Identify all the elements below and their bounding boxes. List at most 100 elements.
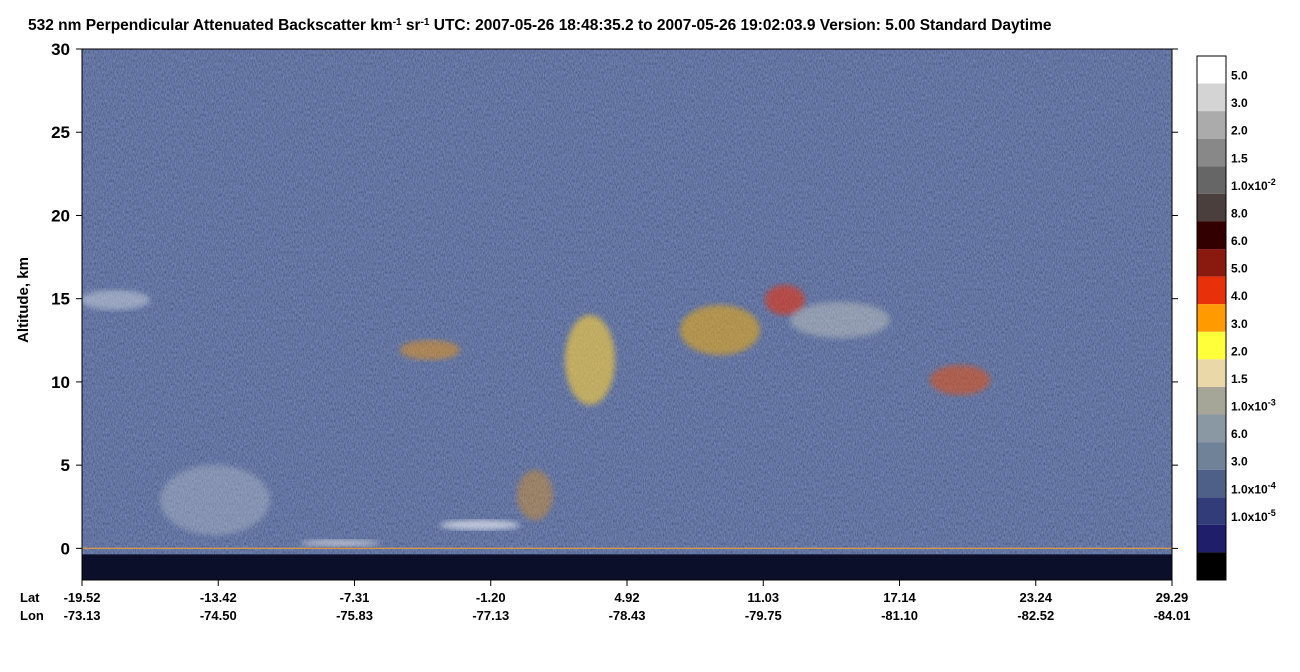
colorbar-label-text: 3.0	[1231, 455, 1248, 469]
colorbar-swatch	[1197, 276, 1226, 305]
colorbar-frame	[1196, 55, 1227, 581]
colorbar-label: 1.0x10-2	[1231, 177, 1276, 193]
colorbar-label: 2.0	[1231, 124, 1248, 138]
y-tick-label: 10	[51, 373, 70, 392]
x-tick-label: -13.42	[200, 590, 237, 605]
colorbar-label: 1.0x10-4	[1231, 480, 1276, 496]
colorbar-label-text: 5.0	[1231, 262, 1248, 276]
x-tick-label: -75.83	[336, 608, 373, 623]
cloud-feature	[680, 305, 760, 355]
colorbar-label-text: 6.0	[1231, 427, 1248, 441]
title-segment: UTC: 2007-05-26 18:48:35.2 to 2007-05-26…	[429, 17, 1051, 34]
colorbar-swatch	[1197, 83, 1226, 112]
colorbar-label: 1.0x10-5	[1231, 508, 1276, 524]
title-segment: -1	[421, 17, 430, 28]
x-tick-label: 29.29	[1156, 590, 1189, 605]
backscatter-field	[82, 49, 1172, 580]
colorbar-label: 4.0	[1231, 289, 1248, 303]
colorbar-swatch	[1197, 414, 1226, 443]
colorbar-label: 1.5	[1231, 151, 1248, 165]
colorbar-swatch	[1197, 221, 1226, 250]
colorbar-label-text: 8.0	[1231, 206, 1248, 220]
y-tick-label: 0	[61, 539, 70, 558]
colorbar-label-exponent: -5	[1268, 508, 1276, 518]
y-tick-label: 30	[51, 40, 70, 59]
colorbar-swatch	[1197, 386, 1226, 415]
cloud-feature	[82, 290, 150, 310]
x-row-name: Lon	[20, 608, 44, 623]
y-tick-label: 20	[51, 206, 70, 225]
colorbar-label-text: 2.0	[1231, 124, 1248, 138]
colorbar-label-exponent: -2	[1268, 177, 1276, 187]
colorbar-label: 5.0	[1231, 69, 1248, 83]
colorbar-label-text: 6.0	[1231, 234, 1248, 248]
x-tick-label: 4.92	[614, 590, 639, 605]
cloud-feature	[517, 470, 553, 520]
colorbar-swatch	[1197, 497, 1226, 525]
x-tick-label: -1.20	[476, 590, 506, 605]
colorbar-label: 3.0	[1231, 96, 1248, 110]
colorbar-label: 3.0	[1231, 317, 1248, 331]
title-segment: sr	[402, 17, 421, 34]
cloud-feature	[160, 465, 270, 535]
cloud-feature	[400, 340, 460, 360]
y-tick-label: 15	[51, 290, 70, 309]
x-tick-label: -81.10	[881, 608, 918, 623]
colorbar-label-text: 3.0	[1231, 96, 1248, 110]
x-tick-label: -78.43	[609, 608, 646, 623]
y-axis-label: Altitude, km	[15, 257, 32, 343]
colorbar-label: 5.0	[1231, 262, 1248, 276]
colorbar-swatch	[1197, 304, 1226, 332]
colorbar-swatch	[1197, 138, 1226, 167]
cloud-feature	[565, 315, 615, 405]
title-segment: -1	[393, 17, 402, 28]
colorbar-swatch	[1197, 166, 1226, 194]
cloud-feature	[930, 365, 990, 395]
colorbar-label: 6.0	[1231, 234, 1248, 248]
colorbar-label-text: 1.0x10	[1231, 482, 1268, 496]
colorbar-swatch	[1197, 331, 1226, 360]
chart-title: 532 nm Perpendicular Attenuated Backscat…	[28, 17, 1052, 35]
colorbar-label: 1.0x10-3	[1231, 398, 1276, 414]
colorbar-swatch	[1197, 249, 1226, 277]
x-tick-label: -73.13	[64, 608, 101, 623]
x-tick-label: -84.01	[1154, 608, 1191, 623]
x-tick-label: -79.75	[745, 608, 782, 623]
colorbar-label-text: 5.0	[1231, 69, 1248, 83]
colorbar: 5.03.02.01.51.0x10-28.06.05.04.03.02.01.…	[1196, 55, 1276, 581]
colorbar-label-text: 1.5	[1231, 372, 1248, 386]
x-tick-label: -74.50	[200, 608, 237, 623]
colorbar-label-text: 1.0x10	[1231, 400, 1268, 414]
colorbar-label-text: 4.0	[1231, 289, 1248, 303]
y-tick-label: 25	[51, 123, 70, 142]
x-tick-label: 17.14	[883, 590, 916, 605]
title-segment: 532 nm Perpendicular Attenuated Backscat…	[28, 17, 393, 34]
x-tick-label: -19.52	[64, 590, 101, 605]
colorbar-label-exponent: -3	[1268, 398, 1276, 408]
colorbar-label: 1.5	[1231, 372, 1248, 386]
x-row-name: Lat	[20, 590, 40, 605]
x-tick-label: -77.13	[472, 608, 509, 623]
colorbar-swatch	[1197, 193, 1226, 222]
colorbar-label-text: 1.0x10	[1231, 510, 1268, 524]
colorbar-swatch	[1197, 56, 1226, 84]
x-tick-label: -82.52	[1017, 608, 1054, 623]
colorbar-label: 6.0	[1231, 427, 1248, 441]
colorbar-swatch	[1197, 359, 1226, 387]
colorbar-swatch	[1197, 469, 1226, 498]
colorbar-label-text: 1.5	[1231, 151, 1248, 165]
colorbar-label: 3.0	[1231, 455, 1248, 469]
colorbar-swatch	[1197, 111, 1226, 139]
colorbar-label: 2.0	[1231, 344, 1248, 358]
colorbar-label-text: 3.0	[1231, 317, 1248, 331]
colorbar-label: 8.0	[1231, 206, 1248, 220]
surface-band	[82, 554, 1172, 580]
colorbar-swatch	[1197, 524, 1226, 553]
colorbar-label-exponent: -4	[1268, 480, 1276, 490]
colorbar-swatch	[1197, 442, 1226, 470]
x-tick-label: 23.24	[1019, 590, 1052, 605]
cloud-feature	[440, 520, 520, 530]
cloud-feature	[790, 302, 890, 338]
x-tick-label: 11.03	[747, 590, 779, 605]
